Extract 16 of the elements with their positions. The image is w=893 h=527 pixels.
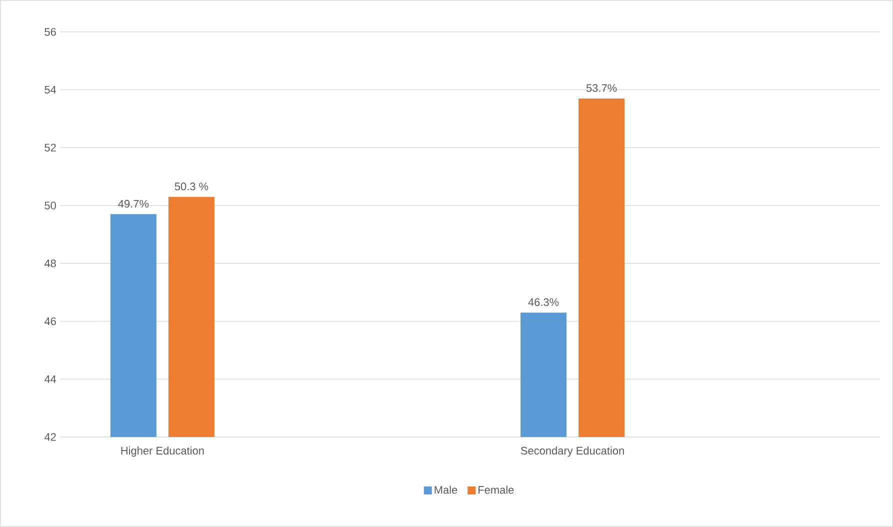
y-tick-label: 50 <box>44 202 56 210</box>
y-tick-label: 48 <box>44 260 56 268</box>
y-tick-label: 46 <box>44 317 56 326</box>
x-tick-label: Higher Education <box>121 446 204 457</box>
y-tick-label: 52 <box>44 144 56 152</box>
y-tick-label: 42 <box>44 433 56 441</box>
data-label: 50.3 % <box>174 182 208 190</box>
legend-label: Female <box>478 486 514 494</box>
y-tick-label: 54 <box>44 86 56 94</box>
data-label: 46.3% <box>528 298 559 306</box>
data-label: 49.7% <box>118 200 149 208</box>
y-tick-label: 44 <box>44 375 56 383</box>
x-tick-label: Secondary Education <box>520 446 624 457</box>
y-tick-label: 56 <box>44 28 56 36</box>
legend-label: Male <box>434 486 458 494</box>
data-label: 53.7% <box>586 84 617 92</box>
